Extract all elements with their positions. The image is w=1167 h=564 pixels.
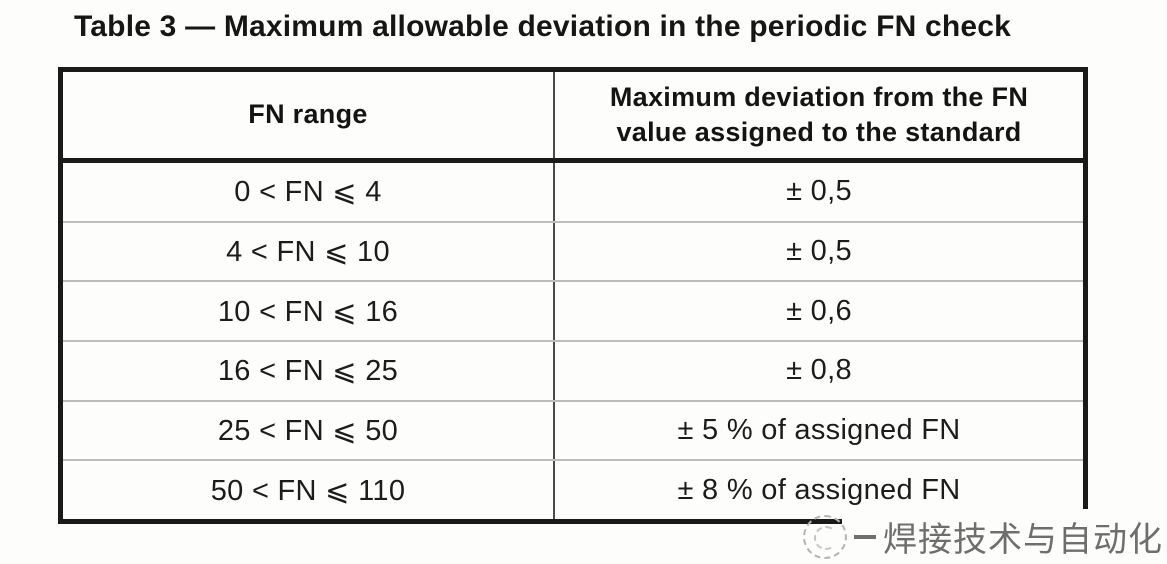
cell-deviation: ± 0,6	[786, 294, 852, 327]
cell-deviation: ± 0,5	[786, 235, 852, 267]
watermark: 焊接技术与自动化	[803, 509, 1167, 564]
watermark-stroke	[854, 534, 876, 539]
watermark-dashed-circle-logo-icon	[803, 514, 847, 559]
table-row: 25 < FN ⩽ 50 ± 5 % of assigned FN	[63, 399, 1083, 460]
table-caption: Table 3 — Maximum allowable deviation in…	[74, 10, 1012, 43]
cell-fn-range: 50 < FN ⩽ 110	[63, 461, 555, 520]
cell-fn-range: 0 < FN ⩽ 4	[63, 163, 555, 221]
table-row: 10 < FN ⩽ 16 ± 0,6	[63, 280, 1083, 341]
cell-fn-range: 16 < FN ⩽ 25	[63, 342, 555, 400]
column-header-max-deviation: Maximum deviation from the FN value assi…	[609, 81, 1029, 147]
table-row: 16 < FN ⩽ 25 ± 0,8	[63, 340, 1083, 400]
cell-deviation: ± 8 % of assigned FN	[677, 473, 961, 506]
table-row: 0 < FN ⩽ 4 ± 0,5	[63, 163, 1083, 221]
table-row: 4 < FN ⩽ 10 ± 0,5	[63, 220, 1083, 281]
table-header-row: FN range Maximum deviation from the FN v…	[63, 72, 1083, 163]
cell-fn-range: 25 < FN ⩽ 50	[63, 401, 555, 460]
fn-deviation-table: FN range Maximum deviation from the FN v…	[58, 67, 1088, 524]
cell-deviation: ± 5 % of assigned FN	[677, 414, 961, 447]
table-row: 50 < FN ⩽ 110 ± 8 % of assigned FN	[63, 459, 1083, 520]
cell-fn-range: 4 < FN ⩽ 10	[63, 222, 555, 281]
cell-deviation: ± 0,5	[786, 175, 852, 208]
cell-deviation: ± 0,8	[786, 354, 852, 387]
watermark-text: 焊接技术与自动化	[883, 521, 1163, 559]
cell-fn-range: 10 < FN ⩽ 16	[63, 282, 555, 341]
column-header-fn-range: FN range	[63, 72, 555, 158]
